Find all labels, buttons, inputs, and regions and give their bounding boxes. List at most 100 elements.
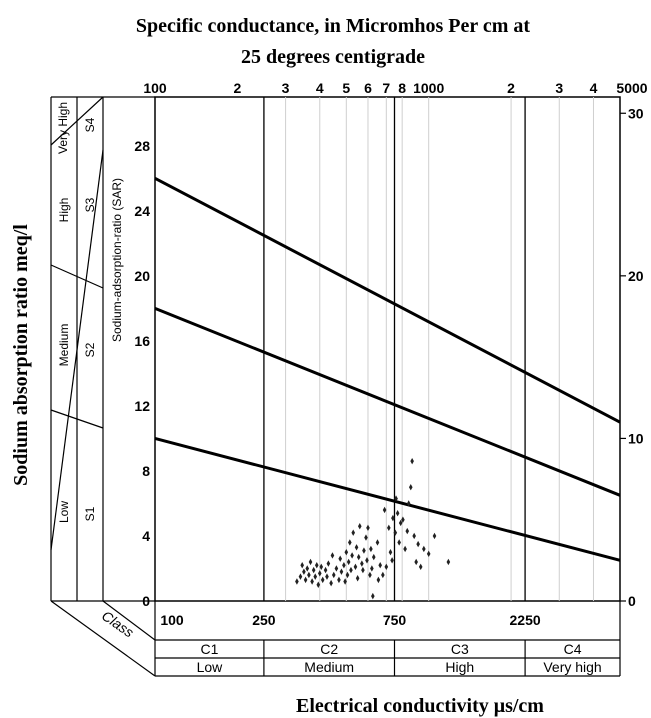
data-point: [316, 581, 321, 588]
data-point: [346, 558, 351, 566]
data-point: [345, 571, 350, 579]
data-point: [356, 553, 361, 561]
data-point: [375, 539, 380, 546]
chart-title-line2: 25 degrees centigrade: [241, 46, 425, 68]
data-point: [302, 568, 306, 575]
sodium-class-s1-desc: Low: [57, 501, 71, 523]
sodium-class-s3-name: S3: [83, 197, 97, 212]
data-point: [395, 510, 400, 517]
data-point: [342, 562, 346, 569]
grid-lines: [263, 97, 594, 601]
data-point: [326, 560, 331, 567]
data-point: [388, 549, 393, 556]
top-tick-label: 4: [316, 80, 324, 96]
data-point: [408, 483, 413, 491]
data-point: [378, 562, 383, 569]
data-point: [397, 539, 401, 546]
top-tick-label: 4: [590, 80, 598, 96]
top-tick-label: 100: [143, 80, 167, 96]
class-desc-c1: Low: [197, 659, 224, 675]
x-axis-label: Electrical conductivity μs/cm: [296, 695, 544, 717]
data-point: [366, 524, 370, 532]
sodium-class-s1-name: S1: [83, 506, 97, 521]
data-point: [369, 545, 373, 553]
data-point: [368, 571, 372, 579]
left-tick-label: 12: [134, 398, 150, 414]
inner-y-axis-label: Sodium-adsorption-ratio (SAR): [110, 178, 124, 342]
data-point: [357, 523, 362, 530]
left-tick-label: 16: [134, 333, 150, 349]
data-point: [305, 565, 310, 572]
top-tick-label: 6: [364, 80, 372, 96]
data-point: [393, 529, 398, 536]
bottom-tick-label: 750: [383, 612, 407, 628]
data-point: [314, 562, 319, 569]
sodium-class-s4-name: S4: [83, 117, 97, 132]
sample-points: [295, 457, 451, 600]
data-point: [350, 552, 354, 559]
data-point: [416, 540, 420, 548]
top-tick-label: 3: [282, 80, 290, 96]
left-tick-label: 8: [142, 463, 150, 479]
left-tick-label: 24: [134, 203, 150, 219]
right-tick-label: 0: [628, 593, 636, 609]
class-table-frame: [50, 600, 621, 677]
data-point: [307, 571, 311, 579]
y-axis-label: Sodium absorption ratio meq/l: [10, 224, 32, 486]
boundary-line-1: [154, 436, 621, 562]
data-point: [391, 514, 395, 522]
data-point: [351, 529, 356, 536]
data-point: [406, 500, 411, 507]
data-point: [432, 532, 437, 540]
data-point: [319, 563, 324, 571]
data-point: [310, 578, 314, 585]
data-point: [325, 573, 329, 580]
data-point: [355, 575, 360, 582]
left-tick-label: 0: [142, 593, 150, 609]
left-tick-label: 28: [134, 138, 150, 154]
data-point: [446, 558, 451, 566]
data-point: [349, 566, 353, 574]
data-point: [320, 576, 325, 584]
data-point: [371, 592, 375, 600]
data-point: [298, 573, 303, 580]
boundary-line-3: [154, 176, 621, 424]
top-tick-label: 2: [507, 80, 515, 96]
sodium-class-s2-desc: Medium: [57, 324, 71, 367]
data-point: [344, 549, 349, 556]
right-tick-label: 10: [628, 430, 644, 446]
data-point: [414, 558, 418, 566]
data-point: [348, 539, 352, 546]
class-desc-c3: High: [445, 659, 474, 675]
data-point: [387, 524, 391, 532]
data-point: [362, 547, 366, 554]
top-tick-label: 5: [342, 80, 350, 96]
data-point: [353, 563, 358, 571]
data-point: [390, 557, 394, 564]
class-desc-c4: Very high: [543, 659, 601, 675]
data-point: [338, 555, 343, 562]
left-tick-label: 4: [142, 528, 150, 544]
sodium-class-s4-desc: Very High: [56, 102, 70, 154]
data-point: [334, 565, 339, 572]
data-point: [401, 516, 405, 523]
chart-title-line1: Specific conductance, in Micromhos Per c…: [136, 15, 531, 37]
data-point: [354, 544, 359, 551]
data-point: [313, 573, 318, 580]
data-point: [311, 566, 316, 574]
data-point: [331, 571, 336, 579]
sodium-class-s3-desc: High: [57, 198, 71, 223]
data-point: [343, 578, 347, 585]
class-desc-c2: Medium: [304, 659, 354, 675]
data-point: [303, 576, 308, 584]
data-point: [370, 565, 374, 572]
data-point: [422, 545, 426, 553]
data-point: [403, 545, 407, 553]
data-point: [361, 566, 365, 574]
data-point: [376, 576, 381, 584]
data-point: [426, 550, 431, 558]
data-point: [398, 519, 403, 527]
right-tick-label: 30: [628, 105, 644, 121]
data-point: [364, 534, 368, 541]
